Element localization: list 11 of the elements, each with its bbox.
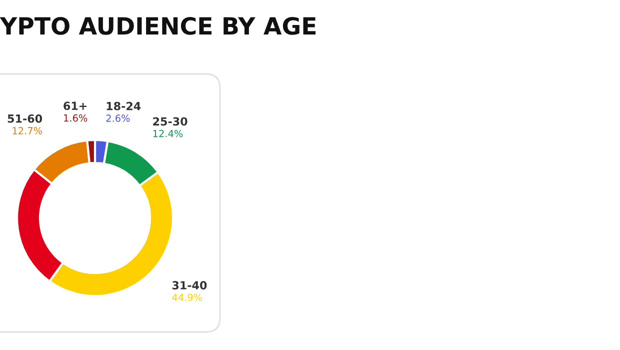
slice-label: 61+ — [64, 102, 87, 110]
slice-label: 31-40 — [172, 281, 207, 290]
slice-label: 25-30 — [153, 117, 188, 126]
data-label: 12.7% — [12, 127, 42, 134]
chart-title: YPTO AUDIENCE BY AGE — [0, 16, 316, 35]
data-label: 12.4% — [153, 130, 183, 138]
slice-label: 51-60 — [8, 114, 42, 123]
data-label: 2.6% — [106, 114, 130, 122]
data-label: 44.9% — [172, 294, 202, 302]
data-label: 1.6% — [64, 114, 88, 122]
slice-label: 18-24 — [106, 102, 141, 110]
